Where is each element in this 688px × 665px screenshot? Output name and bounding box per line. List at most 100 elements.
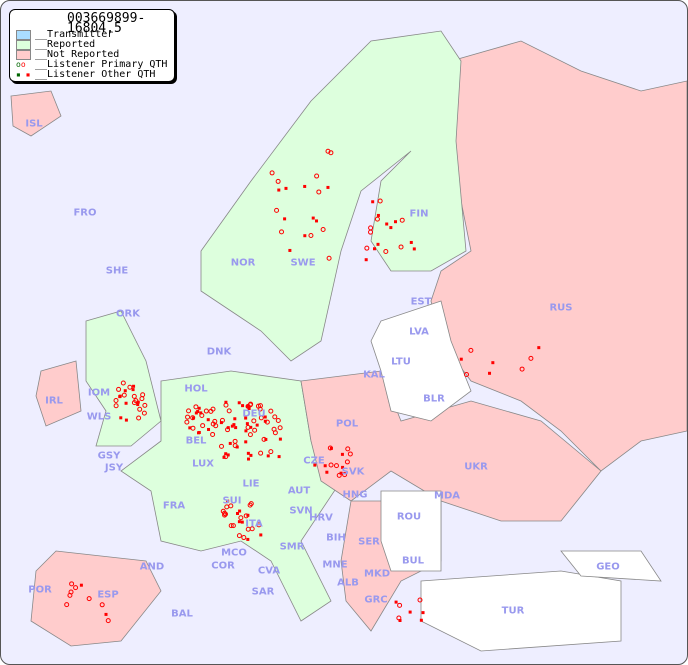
listener-other-marker: [259, 533, 263, 537]
listener-other-marker: [255, 423, 259, 427]
listener-primary-marker: [383, 248, 389, 254]
listener-other-marker: [323, 464, 327, 468]
not-reported-swatch: [16, 50, 31, 60]
listener-markers: [64, 148, 541, 624]
legend-label: __Not Reported: [35, 49, 120, 60]
listener-primary-marker: [200, 423, 206, 429]
listener-other-marker: [326, 185, 330, 189]
country-label-ukr: UKR: [464, 461, 488, 473]
listener-other-marker: [313, 463, 317, 467]
listener-primary-marker: [336, 472, 342, 478]
listener-other-marker: [104, 612, 108, 616]
listener-primary-marker: [333, 463, 339, 469]
listener-other-marker: [419, 618, 423, 622]
listener-primary-marker: [121, 392, 127, 398]
country-label-she: SHE: [105, 265, 129, 277]
listener-other-marker: [340, 452, 344, 456]
listener-other-marker: [283, 217, 287, 221]
country-label-mda: MDA: [434, 490, 460, 502]
country-label-rou: ROU: [396, 511, 422, 523]
listener-other-marker: [247, 457, 251, 461]
listener-primary-marker: [255, 403, 261, 409]
listener-primary-marker: [113, 397, 119, 403]
listener-primary-marker: [256, 522, 262, 528]
listener-primary-marker: [190, 415, 196, 421]
listener-other-marker: [364, 258, 368, 262]
country-label-gsy: GSY: [97, 450, 121, 462]
listener-other-marker: [246, 537, 250, 541]
listener-other-marker: [136, 403, 140, 407]
listener-primary-marker: [86, 596, 92, 602]
country-label-bal: BAL: [171, 608, 193, 620]
listener-other-marker: [409, 240, 413, 244]
legend-label: __Transmitter: [35, 29, 114, 40]
listener-primary-marker: [528, 355, 534, 361]
listener-primary-marker: [136, 415, 142, 421]
listener-other-marker: [194, 411, 198, 415]
listener-primary-marker: [274, 207, 280, 213]
listener-other-marker: [124, 418, 128, 422]
listener-other-marker: [188, 426, 192, 430]
listener-primary-marker: [140, 392, 146, 398]
country-label-bel: BEL: [185, 435, 207, 447]
country-label-wls: WLS: [86, 411, 112, 423]
listener-primary-marker: [368, 229, 374, 235]
listener-other-marker: [131, 388, 135, 392]
region-scandinavia: [200, 30, 467, 362]
listener-primary-marker: [131, 393, 137, 399]
listener-primary-marker: [64, 602, 70, 608]
country-label-isl: ISL: [25, 118, 43, 130]
region-romania-bulgaria: [380, 490, 442, 572]
listener-other-marker: [249, 453, 253, 457]
listener-primary-marker: [137, 406, 143, 412]
listener-other-marker: [237, 520, 241, 524]
country-label-lva: LVA: [409, 326, 429, 338]
country-label-lux: LUX: [192, 458, 214, 470]
country-label-svn: SVN: [289, 505, 313, 517]
listener-other-marker: [228, 441, 232, 445]
listener-other-marker: [123, 389, 127, 393]
country-label-svk: SVK: [341, 466, 365, 478]
listener-primary-marker: [463, 372, 469, 378]
listener-primary-marker: [258, 450, 264, 456]
listener-primary-marker: [364, 245, 370, 251]
listener-other-marker: [224, 452, 228, 456]
legend: 003669899-16804.5 __Transmitter __Report…: [9, 9, 175, 82]
legend-label: __Reported: [35, 39, 96, 50]
listener-primary-marker: [226, 408, 232, 414]
listener-other-marker: [421, 611, 425, 615]
region-britain: [85, 310, 162, 447]
listener-other-marker: [224, 400, 228, 404]
listener-other-marker: [385, 222, 389, 226]
listener-other-marker: [118, 394, 122, 398]
listener-other-marker: [124, 401, 128, 405]
listener-other-marker: [197, 431, 201, 435]
listener-primary-marker: [417, 597, 423, 603]
listener-primary-marker: [245, 424, 251, 430]
listener-other-marker: [266, 454, 270, 458]
listener-other-marker: [537, 346, 541, 350]
country-label-ork: ORK: [116, 308, 140, 320]
country-label-hol: HOL: [184, 383, 208, 395]
listener-other-marker: [249, 425, 253, 429]
listener-primary-marker: [345, 446, 351, 452]
transmitter-swatch: [16, 30, 31, 40]
listener-other-marker: [412, 247, 416, 251]
country-label-nor: NOR: [230, 257, 256, 269]
listener-other-marker: [341, 465, 345, 469]
country-label-hrv: HRV: [309, 512, 333, 524]
listener-primary-marker: [249, 526, 255, 532]
listener-primary-marker: [230, 523, 236, 529]
listener-primary-marker: [223, 511, 229, 517]
country-label-cor: COR: [211, 560, 235, 572]
country-label-bul: BUL: [401, 555, 425, 567]
listener-other-marker: [277, 455, 281, 459]
listener-other-marker: [244, 416, 248, 420]
country-label-fra: FRA: [162, 500, 186, 512]
country-label-swe: SWE: [290, 257, 316, 269]
listener-primary-marker: [368, 225, 374, 231]
listener-primary-marker: [269, 170, 275, 176]
country-label-alb: ALB: [337, 577, 359, 589]
